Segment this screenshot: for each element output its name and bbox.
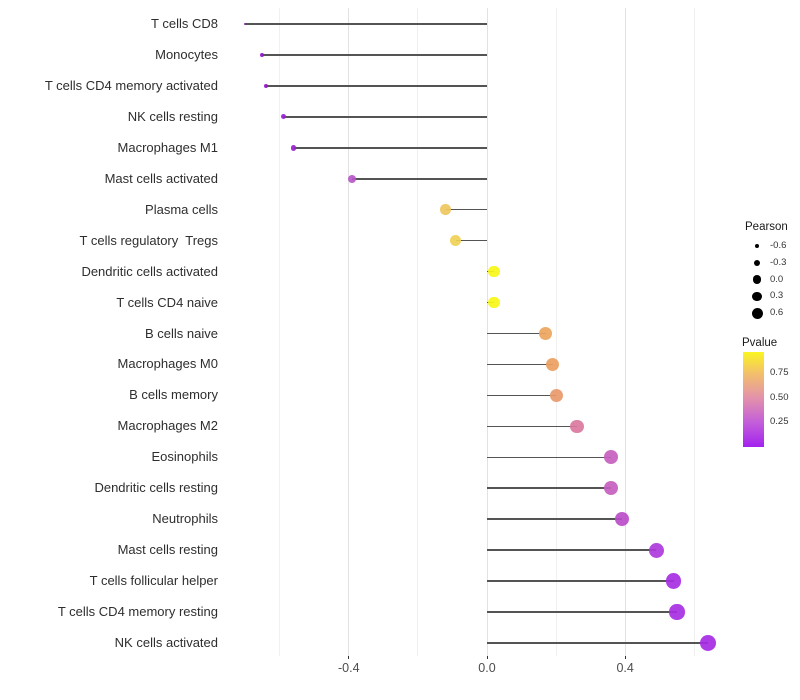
y-axis-label: Dendritic cells activated <box>81 263 218 279</box>
y-axis-label: Plasma cells <box>145 201 218 217</box>
data-point-dot <box>604 450 619 465</box>
size-legend-dot <box>754 243 760 249</box>
data-point-dot <box>549 388 563 402</box>
major-gridline <box>486 8 488 656</box>
stem-segment <box>283 116 487 118</box>
x-tick-label: 0.4 <box>616 661 634 675</box>
data-point-dot <box>488 296 500 309</box>
x-tick-mark <box>624 656 626 659</box>
size-legend-dot <box>751 307 763 319</box>
minor-gridline <box>555 8 557 656</box>
data-point-dot <box>665 573 682 589</box>
minor-gridline <box>693 8 695 656</box>
y-axis-label: NK cells resting <box>127 108 218 124</box>
y-axis-label: Mast cells activated <box>104 170 218 186</box>
data-point-dot <box>440 204 451 216</box>
y-axis-label: B cells memory <box>129 387 218 403</box>
data-point-dot <box>263 83 268 89</box>
y-axis-label: T cells regulatory Tregs <box>79 232 218 248</box>
y-axis-label: Eosinophils <box>151 449 219 465</box>
major-gridline <box>624 8 626 656</box>
y-axis-label: Macrophages M1 <box>117 139 218 155</box>
size-legend-label: 0.6 <box>770 307 784 319</box>
stem-segment <box>262 54 487 56</box>
data-point-dot <box>290 144 297 151</box>
y-axis-label: Mast cells resting <box>117 542 218 558</box>
x-tick-mark <box>486 656 488 659</box>
data-point-dot <box>348 174 357 183</box>
data-point-dot <box>700 635 717 651</box>
pvalue-tick-label: 0.50 <box>770 391 789 403</box>
data-point-dot <box>604 481 619 496</box>
size-legend-dot <box>752 291 762 302</box>
pvalue-tick-label: 0.75 <box>770 367 789 378</box>
y-axis-label: Monocytes <box>155 46 218 62</box>
pvalue-gradient-bar <box>743 352 764 447</box>
minor-gridline <box>417 8 419 656</box>
data-point-dot <box>243 22 247 26</box>
data-point-dot <box>488 265 500 278</box>
y-axis-label: Neutrophils <box>152 511 218 527</box>
stem-segment <box>265 85 487 87</box>
data-point-dot <box>570 419 584 434</box>
data-point-dot <box>260 52 265 57</box>
x-tick-label: 0.0 <box>478 661 496 675</box>
stem-segment <box>487 332 546 335</box>
pvalue-tick-label: 0.25 <box>770 416 789 428</box>
legend: Pearson -0.6 -0.3 0.0 0.3 0.6 Pvalue <box>735 210 800 455</box>
data-point-dot <box>614 512 629 527</box>
y-axis-label: T cells CD8 <box>151 16 218 31</box>
size-legend-label: 0.0 <box>770 273 784 285</box>
stem-segment <box>487 394 557 397</box>
x-tick-mark <box>348 656 350 659</box>
stem-segment <box>487 549 657 551</box>
size-legend-title: Pearson <box>745 221 788 233</box>
data-point-dot <box>450 235 462 247</box>
stem-segment <box>445 208 487 211</box>
stem-segment <box>487 456 612 459</box>
y-axis-label: Dendritic cells resting <box>94 480 218 496</box>
y-axis-label: T cells CD4 memory activated <box>44 77 218 93</box>
data-point-dot <box>539 327 553 340</box>
y-axis-label: T cells CD4 naive <box>116 294 218 310</box>
y-axis-label: Macrophages M2 <box>117 418 218 434</box>
size-legend-label: -0.3 <box>770 256 787 268</box>
stem-segment <box>487 642 709 644</box>
size-legend-dot <box>753 259 761 267</box>
color-legend-title: Pvalue <box>742 337 778 349</box>
size-legend-label: -0.6 <box>770 240 787 251</box>
minor-gridline <box>279 8 281 656</box>
stem-segment <box>487 611 678 613</box>
stem-segment <box>487 580 674 582</box>
data-point-dot <box>648 542 664 558</box>
stem-segment <box>245 23 487 25</box>
major-gridline <box>348 8 350 656</box>
size-legend-dot <box>752 275 762 284</box>
stem-segment <box>487 363 553 366</box>
stem-segment <box>487 425 577 428</box>
stem-segment <box>352 177 487 180</box>
y-axis-label: T cells follicular helper <box>89 573 218 589</box>
y-axis-label: NK cells activated <box>114 635 218 650</box>
y-axis-label: B cells naive <box>145 325 218 341</box>
stem-segment <box>487 487 612 490</box>
x-tick-label: -0.4 <box>338 661 360 675</box>
data-point-dot <box>280 114 286 120</box>
y-axis-label: T cells CD4 memory resting <box>57 604 218 620</box>
y-axis-label: Macrophages M0 <box>117 356 218 372</box>
data-point-dot <box>546 357 560 371</box>
stem-segment <box>293 147 487 149</box>
size-legend-label: 0.3 <box>770 290 784 302</box>
stem-segment <box>455 239 487 242</box>
data-point-dot <box>669 604 685 620</box>
stem-segment <box>487 518 622 520</box>
